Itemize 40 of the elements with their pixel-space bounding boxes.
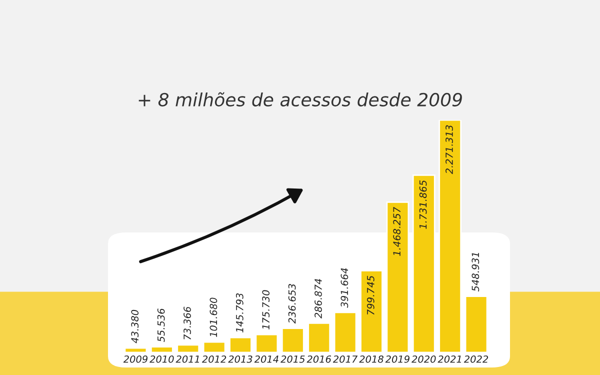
- chart-title: + 8 milhões de acessos desde 2009: [138, 92, 462, 106]
- data-label: 73.366: [184, 306, 191, 340]
- data-label: 175.730: [262, 290, 270, 330]
- data-label: 2.271.313: [446, 125, 453, 174]
- x-tick-label: 2018: [359, 355, 384, 363]
- bar: [360, 270, 383, 352]
- bar: [281, 328, 304, 352]
- data-label: 55.536: [157, 308, 165, 342]
- x-tick-label: 2022: [464, 355, 488, 363]
- x-tick-label: 2016: [306, 355, 332, 363]
- bar: [202, 341, 226, 352]
- x-tick-label: 2011: [176, 355, 200, 363]
- data-label: 286.874: [314, 278, 322, 318]
- x-tick-label: 2013: [228, 355, 252, 363]
- bar: [255, 334, 278, 352]
- x-tick-label: 2010: [150, 355, 174, 363]
- data-label: 799.745: [366, 276, 374, 315]
- bar: [308, 322, 331, 352]
- data-label: 43.380: [131, 310, 139, 344]
- data-label: 548.931: [472, 252, 480, 292]
- data-label: 391.664: [340, 268, 348, 308]
- data-label: 101.680: [210, 298, 218, 337]
- bar: [150, 346, 174, 352]
- bar: [229, 336, 252, 352]
- x-tick-label: 2009: [123, 355, 148, 363]
- data-label: 1.468.257: [393, 206, 401, 256]
- bar: [464, 296, 488, 352]
- x-tick-label: 2017: [332, 355, 358, 363]
- x-tick-label: 2020: [412, 355, 436, 363]
- bar: [334, 312, 357, 352]
- data-label: 145.793: [236, 293, 244, 332]
- x-tick-label: 2021: [438, 355, 461, 363]
- bar: [176, 344, 200, 352]
- x-tick-label: 2012: [202, 355, 226, 363]
- data-label: 236.653: [288, 284, 296, 324]
- bar: [124, 347, 148, 352]
- x-tick-label: 2015: [280, 355, 305, 363]
- x-tick-label: 2019: [385, 355, 410, 363]
- data-label: 1.731.865: [419, 180, 427, 229]
- x-tick-label: 2014: [254, 355, 278, 363]
